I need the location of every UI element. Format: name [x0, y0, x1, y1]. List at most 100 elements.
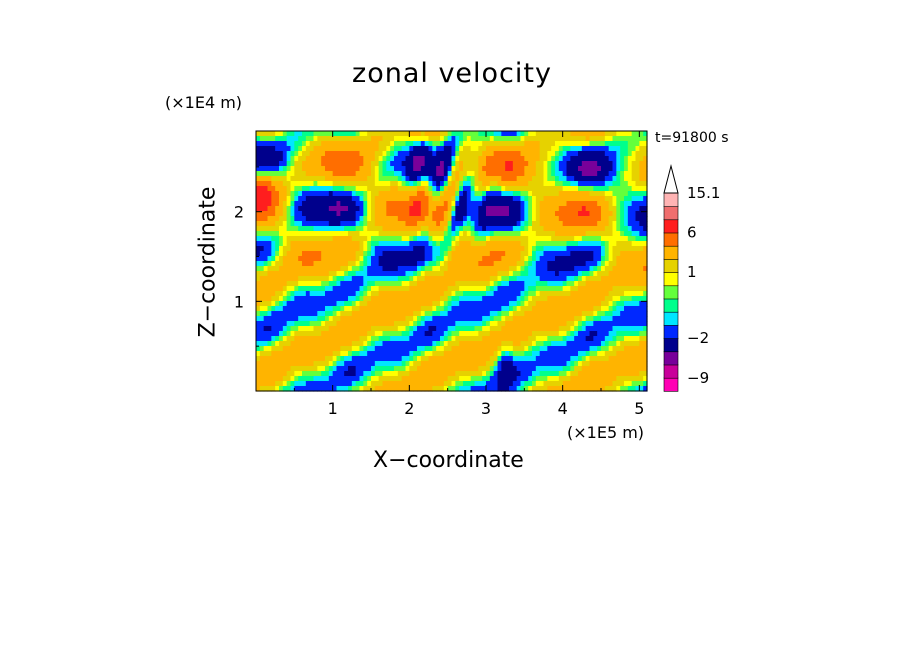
- field-cell: [355, 286, 361, 292]
- field-cell: [282, 171, 288, 177]
- field-cell: [581, 346, 587, 352]
- field-cell: [581, 146, 587, 152]
- field-cell: [543, 196, 548, 202]
- field-cell: [532, 151, 537, 157]
- field-cell: [432, 231, 437, 237]
- field-cell: [279, 361, 284, 367]
- field-cell: [455, 261, 460, 267]
- field-cell: [581, 351, 587, 357]
- field-cell: [470, 246, 476, 252]
- field-cell: [355, 316, 361, 322]
- field-cell: [440, 221, 445, 227]
- field-cell: [505, 251, 510, 257]
- field-cell: [478, 356, 483, 362]
- field-cell: [263, 321, 269, 327]
- field-cell: [363, 141, 368, 147]
- field-cell: [593, 136, 598, 142]
- field-cell: [578, 261, 583, 267]
- field-cell: [463, 236, 468, 242]
- field-cell: [363, 231, 368, 237]
- field-cell: [282, 266, 288, 272]
- field-cell: [263, 331, 269, 337]
- field-cell: [624, 301, 629, 307]
- field-cell: [470, 211, 476, 217]
- field-cell: [589, 371, 594, 377]
- field-cell: [267, 151, 272, 157]
- field-cell: [317, 166, 322, 172]
- field-cell: [532, 206, 537, 212]
- field-cell: [432, 276, 437, 282]
- field-cell: [397, 371, 403, 377]
- field-cell: [363, 281, 368, 287]
- field-cell: [639, 156, 644, 162]
- field-cell: [409, 371, 414, 377]
- field-cell: [275, 281, 280, 287]
- field-cell: [313, 136, 318, 142]
- field-cell: [604, 171, 610, 177]
- field-cell: [601, 216, 606, 222]
- field-cell: [355, 206, 361, 212]
- field-cell: [608, 321, 614, 327]
- field-cell: [367, 211, 372, 217]
- field-cell: [493, 306, 499, 312]
- field-cell: [279, 151, 284, 157]
- field-cell: [501, 191, 506, 197]
- field-cell: [555, 351, 560, 357]
- field-cell: [363, 271, 368, 277]
- field-cell: [267, 176, 272, 182]
- field-cell: [424, 291, 430, 297]
- field-cell: [604, 241, 610, 247]
- field-cell: [478, 266, 483, 272]
- field-cell: [309, 196, 315, 202]
- field-cell: [275, 186, 280, 192]
- field-cell: [298, 241, 303, 247]
- field-cell: [482, 151, 487, 157]
- field-cell: [359, 346, 364, 352]
- field-cell: [344, 346, 349, 352]
- field-cell: [639, 266, 644, 272]
- field-cell: [424, 236, 430, 242]
- field-cell: [501, 241, 506, 247]
- field-cell: [367, 351, 372, 357]
- field-cell: [558, 361, 564, 367]
- field-cell: [566, 291, 571, 297]
- field-cell: [256, 306, 261, 312]
- field-cell: [486, 291, 491, 297]
- field-cell: [409, 241, 414, 247]
- field-cell: [286, 131, 292, 137]
- field-cell: [532, 241, 537, 247]
- field-cell: [340, 316, 345, 322]
- field-cell: [394, 336, 399, 342]
- field-cell: [597, 241, 602, 247]
- field-cell: [317, 281, 322, 287]
- field-cell: [313, 161, 318, 167]
- field-cell: [474, 336, 479, 342]
- field-cell: [382, 236, 387, 242]
- field-cell: [397, 321, 403, 327]
- field-cell: [305, 216, 311, 222]
- field-cell: [505, 191, 510, 197]
- field-cell: [620, 371, 625, 377]
- field-cell: [351, 366, 357, 372]
- field-cell: [397, 151, 403, 157]
- field-cell: [321, 151, 326, 157]
- field-cell: [627, 201, 633, 207]
- field-cell: [394, 361, 399, 367]
- field-cell: [382, 371, 387, 377]
- field-cell: [340, 336, 345, 342]
- field-cell: [635, 201, 640, 207]
- field-cell: [539, 231, 545, 237]
- field-cell: [597, 231, 602, 237]
- field-cell: [424, 186, 430, 192]
- field-cell: [309, 176, 315, 182]
- field-cell: [355, 246, 361, 252]
- field-cell: [386, 291, 391, 297]
- field-cell: [528, 176, 533, 182]
- field-cell: [348, 176, 353, 182]
- field-cell: [482, 146, 487, 152]
- field-cell: [371, 256, 376, 262]
- field-cell: [294, 371, 299, 377]
- field-cell: [528, 266, 533, 272]
- field-cell: [325, 301, 330, 307]
- field-cell: [635, 131, 640, 137]
